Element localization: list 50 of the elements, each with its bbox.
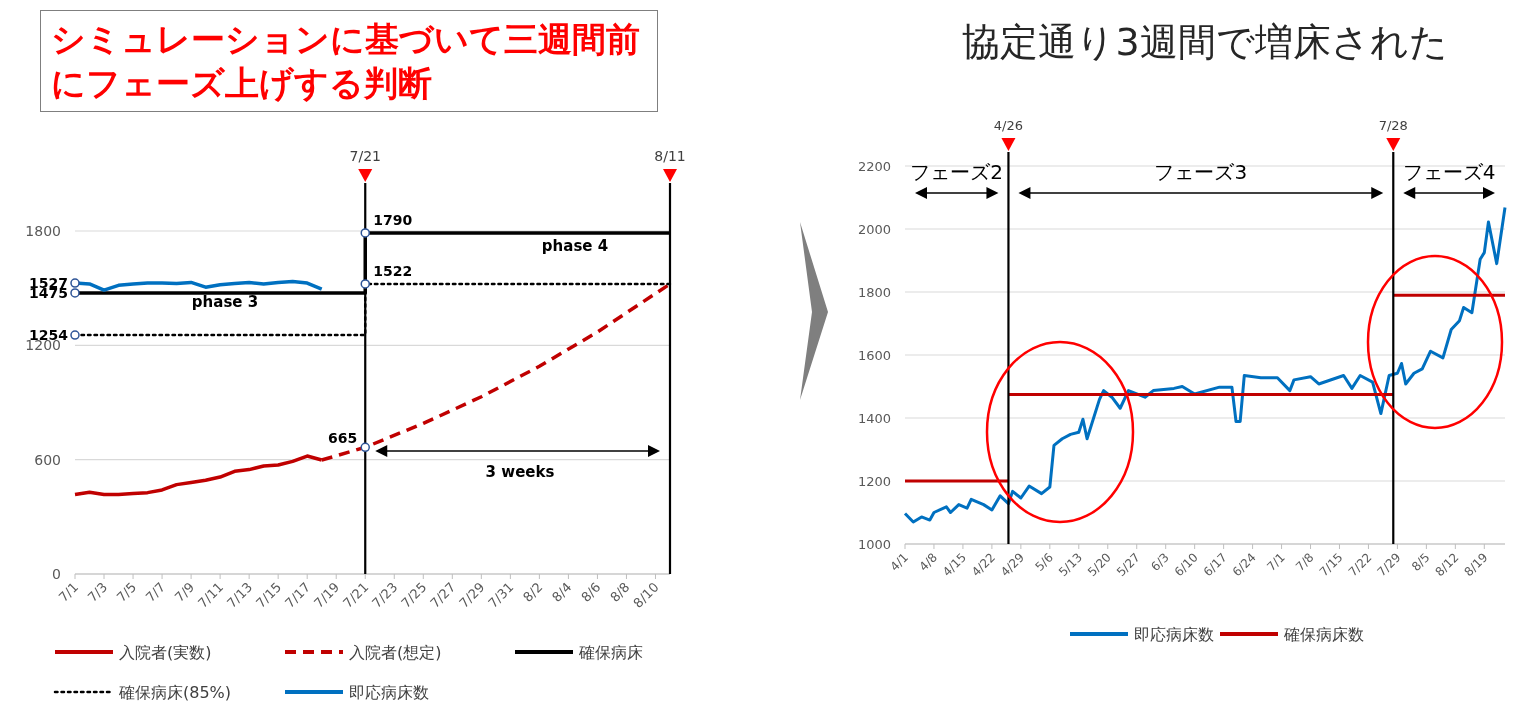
annotation: 3 weeks bbox=[485, 463, 555, 481]
x-tick-label: 8/8 bbox=[607, 579, 633, 605]
x-tick-label: 7/8 bbox=[1293, 550, 1317, 574]
legend-label: 入院者(想定) bbox=[349, 643, 442, 662]
x-tick-label: 7/1 bbox=[1264, 550, 1288, 574]
legend-label: 即応病床数 bbox=[1134, 625, 1214, 644]
y-tick-label: 1000 bbox=[857, 537, 891, 552]
annotation: 1790 bbox=[373, 211, 413, 228]
y-tick-label: 1600 bbox=[857, 348, 891, 363]
y-tick-label: 1800 bbox=[857, 285, 891, 300]
x-tick-label: 8/6 bbox=[578, 579, 604, 605]
y-tick-label: 1800 bbox=[25, 223, 61, 239]
y-tick-label: 0 bbox=[52, 566, 61, 582]
x-tick-label: 7/7 bbox=[142, 579, 169, 605]
x-tick-label: 7/9 bbox=[171, 579, 198, 605]
annotation: フェーズ2 bbox=[910, 160, 1004, 184]
annotation: 665 bbox=[328, 430, 358, 447]
x-tick-label: 7/5 bbox=[113, 579, 140, 605]
annotation: phase 3 bbox=[191, 293, 259, 311]
ref-line-label: 7/21 bbox=[349, 148, 381, 164]
ref-line-label: 4/26 bbox=[993, 118, 1024, 133]
point bbox=[70, 278, 80, 288]
line-series bbox=[903, 206, 1507, 524]
y-tick-label: 2200 bbox=[857, 159, 891, 174]
legend-label: 確保病床(85%) bbox=[118, 683, 232, 702]
chart-title: シミュレーションに基づいて三週間前にフェーズ上げする判断 bbox=[40, 10, 658, 112]
chart-title: 協定通り3週間で増床された bbox=[962, 20, 1448, 64]
x-tick-label: 5/6 bbox=[1032, 550, 1056, 574]
legend-label: 即応病床数 bbox=[349, 683, 429, 702]
y-tick-label: 2000 bbox=[857, 222, 891, 237]
legend-label: 入院者(実数) bbox=[119, 643, 212, 662]
legend-label: 確保病床数 bbox=[1283, 625, 1364, 644]
y-tick-label: 1400 bbox=[857, 411, 891, 426]
y-tick-label: 600 bbox=[34, 451, 61, 468]
x-tick-label: 4/8 bbox=[916, 550, 941, 574]
x-tick-label: 6/3 bbox=[1148, 550, 1172, 574]
x-tick-label: 4/1 bbox=[887, 550, 912, 574]
legend-label: 確保病床 bbox=[578, 643, 643, 662]
annotation: フェーズ4 bbox=[1402, 160, 1496, 184]
annotation: フェーズ3 bbox=[1154, 160, 1248, 184]
x-tick-label: 7/1 bbox=[55, 579, 82, 605]
ref-line-label: 8/11 bbox=[654, 148, 686, 164]
ref-line-label: 7/28 bbox=[1378, 118, 1408, 133]
y-tick-label: 1200 bbox=[857, 474, 891, 489]
annotation: phase 4 bbox=[541, 237, 609, 255]
x-tick-label: 8/2 bbox=[520, 579, 546, 605]
x-tick-label: 8/5 bbox=[1408, 550, 1433, 574]
x-tick-label: 7/3 bbox=[84, 579, 111, 605]
x-tick-label: 8/4 bbox=[549, 579, 575, 605]
annotation: 1522 bbox=[373, 262, 413, 279]
